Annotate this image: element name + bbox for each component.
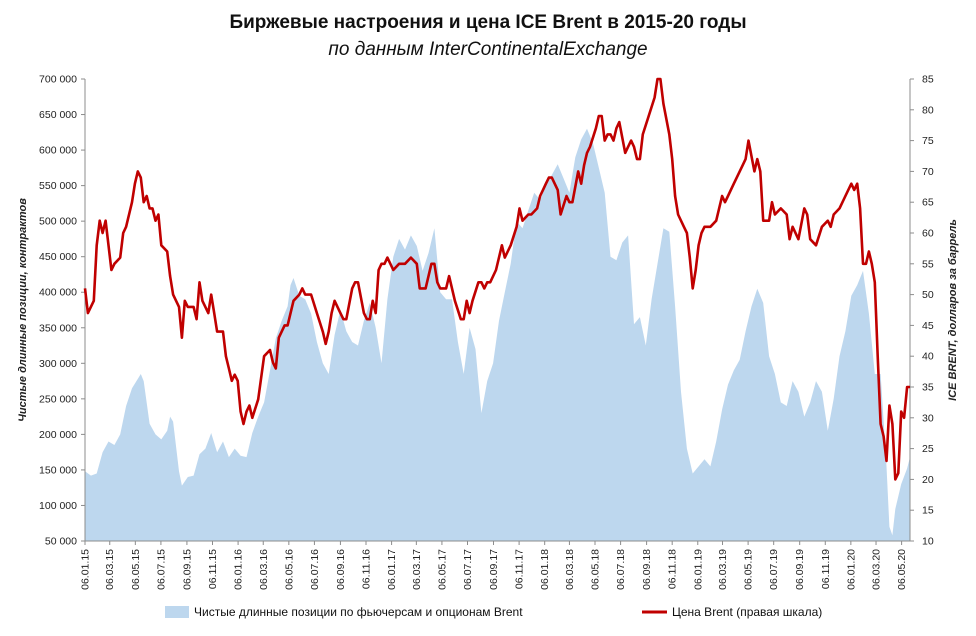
x-axis-tick-label: 06.03.18 (564, 549, 576, 590)
x-axis-tick-label: 06.11.18 (667, 549, 679, 589)
x-axis-tick-label: 06.11.16 (361, 549, 373, 589)
left-axis-tick-label: 100 000 (39, 500, 77, 512)
x-axis-tick-label: 06.01.16 (233, 549, 245, 590)
net-long-positions-area (85, 128, 910, 542)
x-axis-tick-label: 06.03.20 (871, 549, 883, 590)
left-axis-tick-label: 600 000 (39, 145, 77, 157)
x-axis-tick-label: 06.03.16 (258, 549, 270, 590)
x-axis-tick-label: 06.09.17 (488, 549, 500, 590)
x-axis-tick-label: 06.03.19 (717, 549, 729, 590)
x-axis-tick-label: 06.01.18 (539, 549, 551, 590)
right-axis-tick-label: 45 (922, 320, 934, 332)
left-axis-tick-label: 350 000 (39, 322, 77, 334)
right-axis-tick-label: 75 (922, 135, 934, 147)
x-axis-tick-label: 06.09.15 (181, 549, 193, 590)
right-axis-tick-label: 50 (922, 289, 934, 301)
x-axis-tick-label: 06.05.20 (896, 549, 908, 590)
right-axis-tick-label: 35 (922, 382, 934, 394)
right-axis-tick-label: 85 (922, 74, 934, 86)
x-axis-tick-label: 06.07.17 (462, 549, 474, 590)
left-axis-tick-label: 400 000 (39, 287, 77, 299)
x-axis-tick-label: 06.07.16 (309, 549, 321, 590)
right-axis-tick-label: 80 (922, 104, 934, 116)
x-axis-tick-label: 06.05.15 (130, 549, 142, 590)
x-axis-tick-label: 06.11.19 (820, 549, 832, 589)
right-axis-tick-label: 20 (922, 474, 934, 486)
x-axis-tick-label: 06.09.16 (335, 549, 347, 590)
x-axis-tick-label: 06.05.18 (590, 549, 602, 590)
right-axis-title: ICE BRENT, долларов за баррель (947, 219, 959, 401)
chart-title: Биржевые настроения и цена ICE Brent в 2… (229, 12, 747, 33)
x-axis-tick-label: 06.11.17 (514, 549, 526, 589)
x-axis-tick-label: 06.09.19 (794, 549, 806, 590)
left-axis-tick-label: 200 000 (39, 429, 77, 441)
left-axis-tick-label: 450 000 (39, 251, 77, 263)
legend-label-price: Цена Brent (правая шкала) (672, 605, 822, 619)
x-axis-tick-label: 06.11.15 (207, 549, 219, 589)
x-axis-tick-label: 06.07.15 (155, 549, 167, 590)
x-axis-tick-label: 06.05.19 (743, 549, 755, 590)
x-axis-tick-label: 06.07.18 (615, 549, 627, 590)
right-axis-tick-label: 60 (922, 228, 934, 240)
brent-price-line (83, 77, 910, 481)
left-axis-tick-label: 650 000 (39, 109, 77, 121)
x-axis-tick-label: 06.05.17 (436, 549, 448, 590)
left-axis-tick-label: 250 000 (39, 393, 77, 405)
left-axis-tick-label: 700 000 (39, 74, 77, 86)
chart-subtitle: по данным InterContinentalExchange (328, 39, 648, 60)
x-axis-tick-label: 06.01.15 (80, 549, 92, 590)
right-axis-tick-label: 30 (922, 412, 934, 424)
x-axis-tick-label: 06.01.17 (386, 549, 398, 590)
right-axis-tick-label: 65 (922, 197, 934, 209)
x-axis-tick-label: 06.05.16 (283, 549, 295, 590)
left-axis-tick-label: 150 000 (39, 464, 77, 476)
left-axis-title: Чистые длинные позиции, контрактов (17, 198, 29, 422)
right-axis-tick-label: 25 (922, 443, 934, 455)
x-axis-tick-label: 06.01.20 (845, 549, 857, 590)
x-axis-tick-label: 06.09.18 (641, 549, 653, 590)
left-axis-tick-label: 550 000 (39, 180, 77, 192)
right-axis-tick-label: 70 (922, 166, 934, 178)
x-axis-tick-label: 06.03.15 (104, 549, 116, 590)
right-axis-tick-label: 10 (922, 536, 934, 548)
left-axis-tick-label: 300 000 (39, 358, 77, 370)
right-axis-tick-label: 55 (922, 258, 934, 270)
legend-label-positions: Чистые длинные позиции по фьючерсам и оп… (194, 605, 523, 619)
legend-swatch-positions (165, 606, 189, 618)
x-axis-tick-label: 06.01.19 (692, 549, 704, 590)
right-axis-tick-label: 40 (922, 351, 934, 363)
right-axis-tick-label: 15 (922, 505, 934, 517)
x-axis-tick-label: 06.03.17 (411, 549, 423, 590)
left-axis-tick-label: 500 000 (39, 216, 77, 228)
x-axis-tick-label: 06.07.19 (768, 549, 780, 590)
left-axis-tick-label: 50 000 (45, 536, 77, 548)
